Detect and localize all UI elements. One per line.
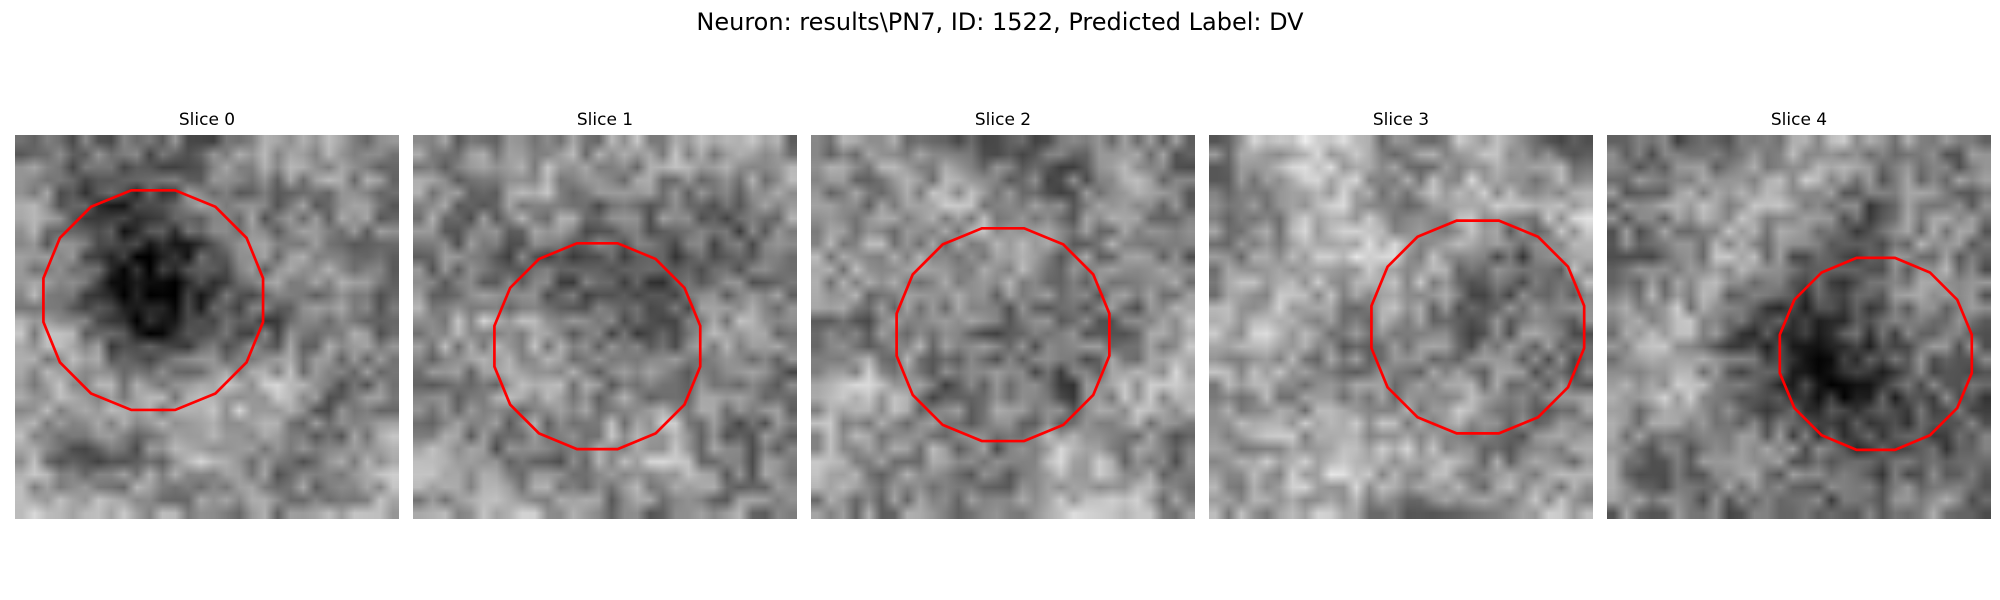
slice-panel-0: Slice 0 (15, 111, 399, 519)
slice-title-4: Slice 4 (1770, 110, 1828, 130)
slice-panel-2: Slice 2 (811, 111, 1195, 519)
slice-title-0: Slice 0 (178, 110, 236, 130)
slice-title-2: Slice 2 (974, 110, 1032, 130)
slice-image-3 (1209, 135, 1593, 519)
slice-title-3: Slice 3 (1372, 110, 1430, 130)
figure-title: Neuron: results\PN7, ID: 1522, Predicted… (696, 8, 1304, 36)
slice-image-4 (1607, 135, 1991, 519)
slice-panel-1: Slice 1 (413, 111, 797, 519)
slice-image-0 (15, 135, 399, 519)
slice-title-1: Slice 1 (576, 110, 634, 130)
slice-image-2 (811, 135, 1195, 519)
slice-panel-3: Slice 3 (1209, 111, 1593, 519)
slice-image-1 (413, 135, 797, 519)
slice-panel-4: Slice 4 (1607, 111, 1991, 519)
